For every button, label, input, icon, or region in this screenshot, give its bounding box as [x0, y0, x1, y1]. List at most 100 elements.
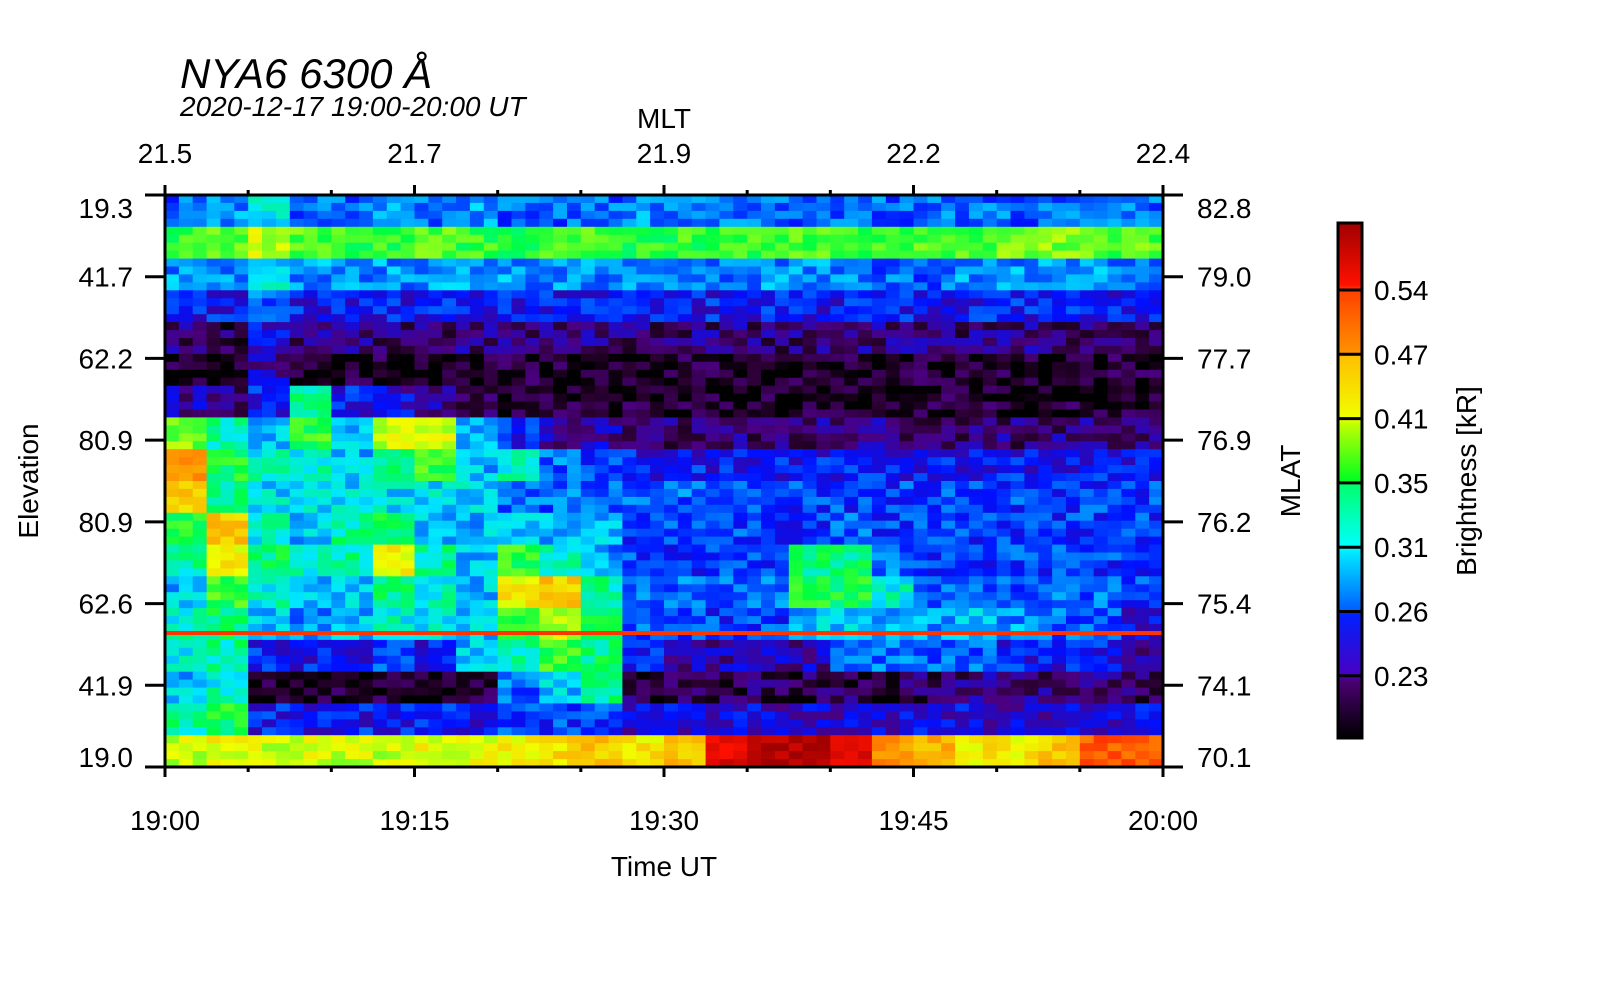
heatmap-pixel	[539, 274, 554, 283]
heatmap-pixel	[1121, 465, 1136, 474]
heatmap-pixel	[1135, 274, 1150, 283]
heatmap-pixel	[553, 393, 568, 403]
heatmap-pixel	[996, 687, 1012, 697]
heatmap-pixel	[705, 488, 721, 498]
heatmap-pixel	[747, 655, 762, 665]
heatmap-pixel	[414, 600, 429, 609]
heatmap-pixel	[331, 242, 346, 252]
heatmap-pixel	[192, 242, 208, 252]
heatmap-cell	[871, 512, 915, 546]
heatmap-pixel	[372, 528, 388, 538]
heatmap-pixel	[747, 282, 762, 291]
heatmap-pixel	[677, 369, 693, 379]
heatmap-pixel	[567, 520, 582, 530]
heatmap-pixel	[913, 449, 928, 458]
heatmap-pixel	[553, 631, 568, 641]
heatmap-pixel	[927, 536, 942, 546]
heatmap-pixel	[996, 671, 1012, 681]
heatmap-cell	[580, 417, 624, 450]
heatmap-pixel	[317, 393, 332, 403]
heatmap-pixel	[331, 616, 346, 625]
heatmap-pixel	[456, 282, 471, 291]
heatmap-pixel	[359, 449, 374, 458]
heatmap-pixel	[719, 568, 734, 577]
heatmap-pixel	[761, 655, 776, 665]
heatmap-pixel	[650, 473, 665, 482]
heatmap-pixel	[636, 560, 651, 569]
heatmap-pixel	[719, 338, 734, 347]
heatmap-pixel	[691, 361, 707, 371]
heatmap-pixel	[1121, 218, 1136, 228]
heatmap-pixel	[1149, 520, 1164, 530]
heatmap-cell	[1079, 353, 1123, 387]
heatmap-pixel	[955, 663, 970, 673]
heatmap-pixel	[359, 274, 374, 283]
heatmap-pixel	[178, 584, 194, 593]
heatmap-pixel	[1093, 655, 1109, 665]
heatmap-pixel	[428, 695, 443, 704]
heatmap-pixel	[1079, 369, 1095, 379]
heatmap-pixel	[941, 210, 956, 220]
heatmap-pixel	[802, 282, 818, 291]
heatmap-pixel	[1107, 671, 1123, 681]
heatmap-pixel	[691, 663, 707, 673]
heatmap-pixel	[220, 210, 235, 220]
heatmap-pixel	[747, 417, 762, 426]
heatmap-pixel	[941, 647, 956, 657]
heatmap-pixel	[483, 401, 499, 411]
heatmap-cell	[165, 353, 208, 387]
heatmap-pixel	[442, 377, 457, 387]
heatmap-pixel	[400, 345, 416, 355]
heatmap-pixel	[705, 655, 721, 665]
heatmap-pixel	[1066, 202, 1081, 212]
heatmap-pixel	[1024, 353, 1039, 363]
heatmap-pixel	[414, 536, 429, 546]
heatmap-pixel	[234, 457, 249, 466]
heatmap-pixel	[927, 330, 942, 339]
heatmap-pixel	[1038, 202, 1053, 212]
heatmap-pixel	[982, 242, 998, 252]
heatmap-pixel	[511, 481, 526, 490]
heatmap-pixel	[275, 481, 291, 490]
heatmap-pixel	[456, 624, 471, 633]
heatmap-pixel	[567, 409, 582, 418]
heatmap-pixel	[899, 576, 915, 585]
heatmap-pixel	[345, 616, 360, 625]
heatmap-pixel	[885, 496, 901, 506]
heatmap-pixel	[899, 679, 915, 689]
heatmap-pixel	[497, 504, 513, 514]
heatmap-pixel	[996, 496, 1012, 506]
heatmap-pixel	[747, 218, 762, 228]
heatmap-pixel	[871, 417, 887, 426]
heatmap-pixel	[386, 377, 402, 387]
heatmap-pixel	[275, 417, 291, 426]
heatmap-pixel	[275, 377, 291, 387]
heatmap-pixel	[1135, 481, 1150, 490]
heatmap-pixel	[206, 314, 222, 323]
heatmap-pixel	[858, 679, 873, 689]
heatmap-pixel	[636, 433, 651, 442]
heatmap-pixel	[553, 250, 568, 260]
heatmap-pixel	[1038, 306, 1053, 315]
heatmap-pixel	[483, 322, 499, 331]
heatmap-pixel	[774, 624, 790, 633]
heatmap-pixel	[913, 345, 928, 355]
heatmap-cell	[165, 195, 208, 228]
heatmap-pixel	[719, 481, 734, 490]
heatmap-pixel	[871, 345, 887, 355]
heatmap-pixel	[691, 536, 707, 546]
heatmap-pixel	[317, 536, 332, 546]
heatmap-pixel	[941, 258, 956, 268]
heatmap-pixel	[414, 449, 429, 458]
heatmap-pixel	[456, 274, 471, 283]
heatmap-pixel	[483, 195, 499, 204]
heatmap-pixel	[747, 488, 762, 498]
heatmap-pixel	[955, 417, 970, 426]
heatmap-pixel	[497, 647, 513, 657]
heatmap-pixel	[774, 584, 790, 593]
heatmap-pixel	[359, 195, 374, 204]
heatmap-pixel	[262, 671, 277, 681]
heatmap-pixel	[248, 631, 263, 641]
heatmap-pixel	[788, 338, 804, 347]
heatmap-pixel	[622, 528, 637, 538]
